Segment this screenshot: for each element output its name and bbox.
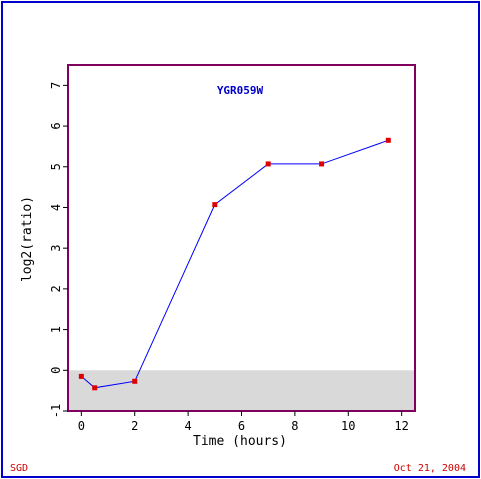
data-point bbox=[132, 378, 138, 384]
y-tick-label: 7 bbox=[49, 82, 63, 89]
y-tick-label: 0 bbox=[49, 367, 63, 374]
x-tick-label: 10 bbox=[341, 419, 355, 433]
y-tick-label: 6 bbox=[49, 122, 63, 129]
x-tick-label: 0 bbox=[78, 419, 85, 433]
y-tick-label: 1 bbox=[49, 326, 63, 333]
x-axis-label: Time (hours) bbox=[193, 434, 287, 449]
data-point bbox=[78, 373, 84, 379]
y-tick-label: 3 bbox=[49, 245, 63, 252]
y-tick-label: 2 bbox=[49, 285, 63, 292]
data-point bbox=[385, 137, 391, 143]
x-tick-label: 4 bbox=[184, 419, 191, 433]
y-tick-label: -1 bbox=[49, 404, 63, 418]
y-tick-label: 5 bbox=[49, 163, 63, 170]
series-markers bbox=[78, 137, 391, 391]
data-point bbox=[319, 161, 325, 167]
x-axis-ticks: 0 2 4 6 8 10 12 bbox=[78, 411, 409, 433]
y-axis-ticks: -1 0 1 2 3 4 5 6 7 bbox=[49, 82, 68, 418]
data-point bbox=[92, 385, 98, 391]
y-tick-label: 4 bbox=[49, 204, 63, 211]
footer-source: SGD bbox=[10, 463, 29, 474]
x-tick-label: 2 bbox=[131, 419, 138, 433]
y-axis-label: log2(ratio) bbox=[20, 196, 35, 282]
plot-area bbox=[67, 64, 416, 412]
footer-date: Oct 21, 2004 bbox=[393, 463, 466, 474]
data-point bbox=[265, 161, 271, 167]
x-tick-label: 6 bbox=[238, 419, 245, 433]
x-tick-label: 12 bbox=[394, 419, 408, 433]
x-tick-label: 8 bbox=[291, 419, 298, 433]
below-zero-shading bbox=[68, 370, 415, 411]
series-polyline bbox=[81, 139, 389, 389]
data-point bbox=[212, 202, 218, 208]
chart-title: YGR059W bbox=[217, 84, 264, 97]
series-line bbox=[81, 139, 389, 389]
